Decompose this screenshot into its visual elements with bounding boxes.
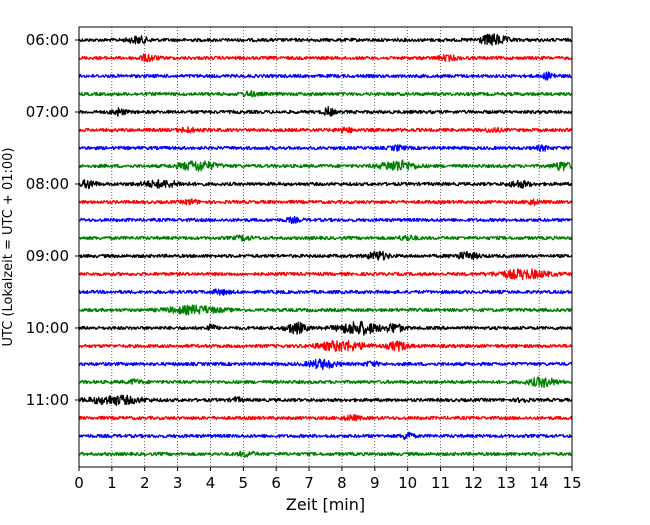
x-tick-label: 1 bbox=[107, 474, 117, 492]
trace-line bbox=[78, 144, 573, 152]
x-tick-label: 12 bbox=[464, 474, 483, 492]
trace-line bbox=[78, 105, 573, 117]
y-tick-label: 09:00 bbox=[26, 247, 69, 265]
trace-line bbox=[78, 320, 573, 336]
trace-line bbox=[78, 179, 573, 190]
y-tick-label: 10:00 bbox=[26, 319, 69, 337]
x-tick-label: 15 bbox=[562, 474, 581, 492]
x-tick-label: 11 bbox=[431, 474, 450, 492]
trace-line bbox=[78, 450, 573, 458]
x-tick-label: 13 bbox=[497, 474, 516, 492]
y-tick-label: 06:00 bbox=[26, 31, 69, 49]
y-tick-label: 11:00 bbox=[26, 391, 69, 409]
trace-line bbox=[78, 250, 573, 261]
x-tick-label: 14 bbox=[530, 474, 549, 492]
trace-line bbox=[78, 376, 573, 389]
x-tick-label: 5 bbox=[239, 474, 249, 492]
trace-line bbox=[78, 414, 573, 422]
x-tick-label: 7 bbox=[304, 474, 314, 492]
x-tick-label: 4 bbox=[206, 474, 216, 492]
axis-ticks: 0 1 2 3 4 5 6 7 8 9 10 11 12 13 14 1506:0007:0008:0009:… bbox=[26, 31, 582, 492]
trace-line bbox=[78, 53, 573, 63]
trace-line bbox=[78, 234, 573, 242]
x-tick-label: 8 bbox=[337, 474, 347, 492]
trace-line bbox=[78, 268, 573, 281]
y-tick-label: 08:00 bbox=[26, 175, 69, 193]
trace-line bbox=[78, 304, 573, 316]
plot-frame bbox=[78, 26, 573, 468]
trace-line bbox=[78, 90, 573, 98]
y-tick-label: 07:00 bbox=[26, 103, 69, 121]
x-tick-label: 6 bbox=[271, 474, 281, 492]
x-tick-label: 2 bbox=[140, 474, 150, 492]
trace-line bbox=[78, 288, 573, 296]
y-axis-label: UTC (Lokalzeit = UTC + 01:00) bbox=[1, 148, 16, 347]
trace-line bbox=[78, 358, 573, 371]
trace-line bbox=[78, 340, 573, 352]
x-tick-label: 3 bbox=[173, 474, 183, 492]
trace-line bbox=[78, 394, 573, 407]
trace-line bbox=[78, 431, 573, 441]
x-axis-label: Zeit [min] bbox=[286, 495, 365, 514]
trace-series bbox=[78, 33, 573, 458]
trace-line bbox=[78, 33, 573, 46]
trace-line bbox=[78, 126, 573, 134]
trace-line bbox=[78, 71, 573, 81]
x-tick-label: 10 bbox=[398, 474, 417, 492]
x-tick-label: 0 bbox=[74, 474, 84, 492]
trace-line bbox=[78, 159, 573, 172]
x-tick-label: 9 bbox=[370, 474, 380, 492]
trace-line bbox=[78, 198, 573, 206]
grid-lines bbox=[111, 27, 540, 467]
trace-line bbox=[78, 216, 573, 225]
